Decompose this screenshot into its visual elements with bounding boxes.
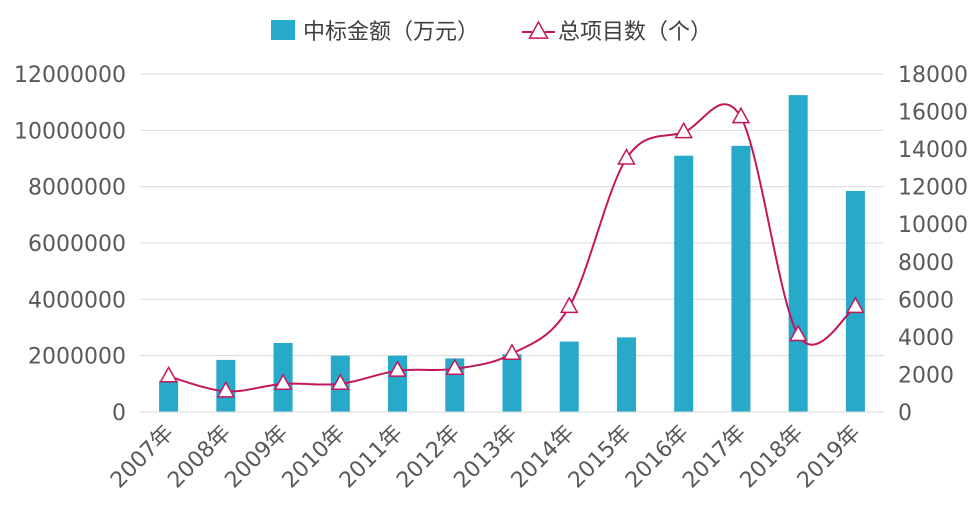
line-point: [445, 358, 465, 376]
left-axis-tick-label: 0: [112, 401, 126, 426]
x-axis-tick-label: 2015年: [564, 421, 637, 494]
x-axis: 2007年2008年2009年2010年2011年2012年2013年2014年…: [106, 411, 884, 494]
bar: [788, 95, 808, 412]
right-axis-tick-label: 0: [898, 401, 912, 426]
x-axis-tick-label: 2011年: [335, 421, 408, 494]
right-axis-tick-label: 8000: [898, 251, 954, 276]
line-point: [159, 365, 178, 383]
left-axis-tick-label: 4000000: [28, 288, 126, 313]
legend-bar-label: 中标金额（万元）: [303, 20, 479, 45]
line-point: [846, 296, 865, 314]
bar-series: [159, 95, 865, 412]
left-axis-tick-label: 6000000: [28, 232, 126, 257]
bar: [674, 155, 694, 412]
bar: [559, 341, 579, 412]
left-axis-tick-label: 12000000: [14, 63, 126, 88]
x-axis-tick-label: 2009年: [220, 421, 293, 494]
line-point: [216, 380, 236, 398]
left-axis-tick-label: 8000000: [28, 176, 126, 201]
line-point: [731, 106, 751, 124]
right-axis-tick-label: 12000: [898, 176, 968, 201]
legend-triangle-marker: [528, 20, 549, 39]
right-axis-tick-label: 4000: [898, 326, 954, 351]
line-point: [788, 324, 808, 342]
x-axis-tick-label: 2018年: [736, 421, 809, 494]
right-axis-tick-label: 18000: [898, 63, 968, 88]
right-axis-tick-label: 6000: [898, 288, 954, 313]
left-axis: 0 2000000 4000000 6000000 8000000 10000000 120…: [14, 63, 126, 426]
x-axis-tick-label: 2008年: [163, 421, 236, 494]
left-axis-tick-label: 2000000: [28, 345, 126, 370]
x-axis-tick-label: 2013年: [449, 421, 522, 494]
legend: 中标金额（万元） 总项目数（个）: [271, 20, 712, 45]
legend-bar-swatch: [271, 20, 295, 40]
bar: [616, 337, 636, 412]
x-axis-tick-label: 2007年: [106, 421, 179, 494]
bar: [731, 145, 751, 412]
gridlines: [140, 73, 884, 413]
line-point: [559, 296, 579, 314]
right-axis: 0 2000 4000 6000 8000 10000 12000 14000 16000 180…: [898, 63, 968, 426]
line-series: [159, 103, 865, 398]
x-axis-tick-label: 2017年: [678, 421, 751, 494]
left-axis-tick-label: 10000000: [14, 119, 126, 144]
line-point: [617, 148, 636, 165]
legend-line-label: 总项目数（个）: [558, 20, 712, 45]
line-point: [674, 121, 693, 139]
line-point: [388, 360, 407, 377]
line-point: [273, 373, 293, 391]
bar: [159, 381, 179, 412]
x-axis-tick-label: 2012年: [392, 421, 465, 494]
x-axis-tick-label: 2019年: [793, 421, 866, 494]
line-point: [331, 373, 350, 391]
x-axis-tick-label: 2010年: [278, 421, 351, 494]
line-point: [502, 343, 522, 361]
right-axis-tick-label: 14000: [898, 138, 968, 163]
right-axis-tick-label: 16000: [898, 101, 968, 126]
bar: [502, 354, 522, 412]
right-axis-tick-label: 2000: [898, 363, 954, 388]
right-axis-tick-label: 10000: [898, 213, 968, 238]
x-axis-tick-label: 2014年: [507, 421, 580, 494]
x-axis-tick-label: 2016年: [621, 421, 694, 494]
